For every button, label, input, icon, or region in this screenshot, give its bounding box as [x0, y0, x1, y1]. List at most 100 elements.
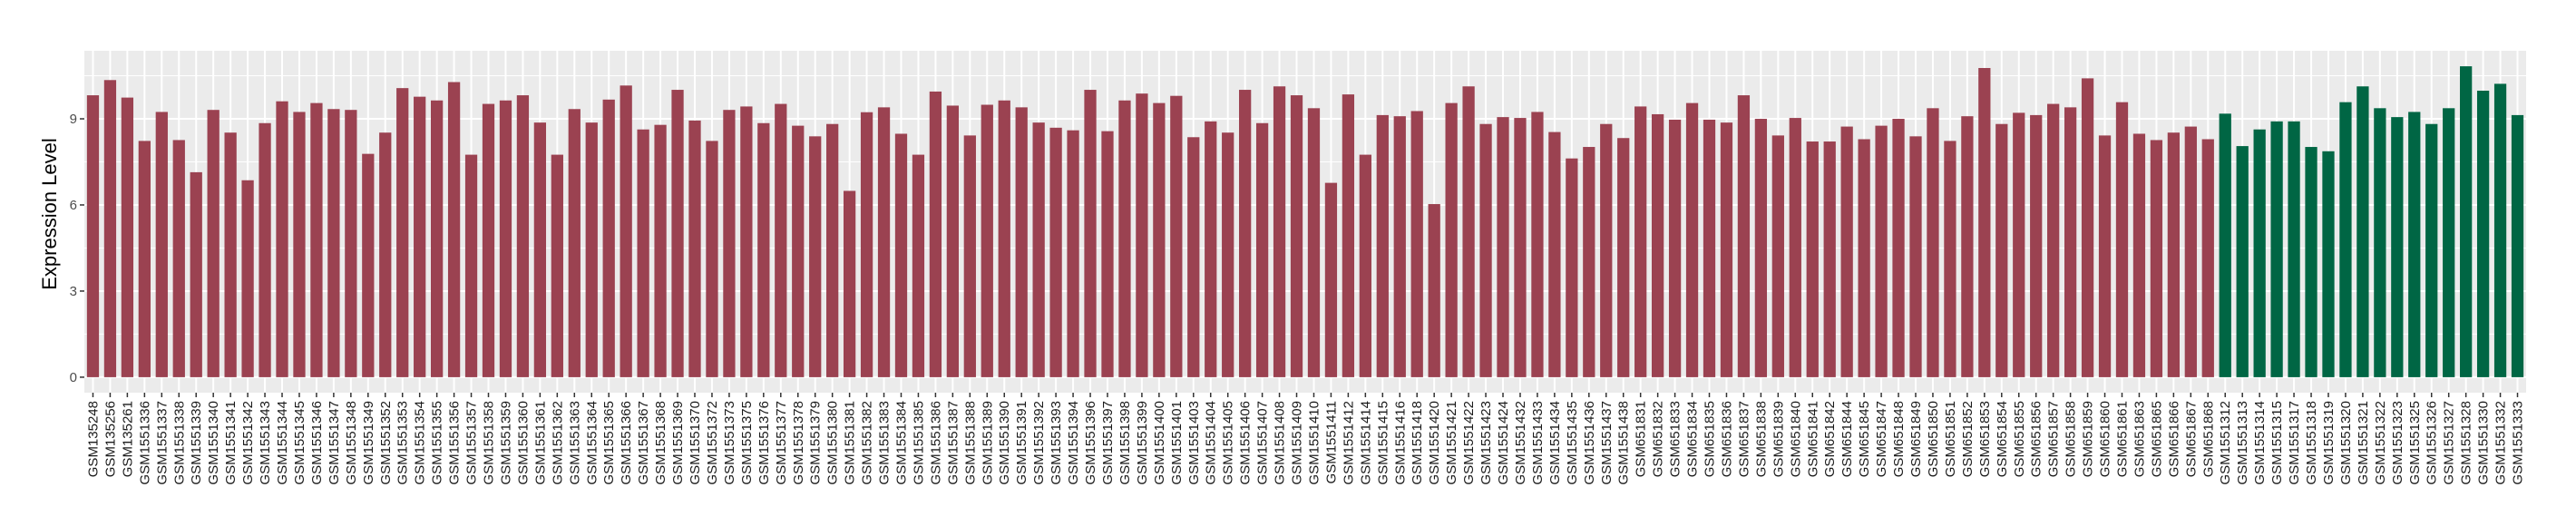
bar	[1892, 119, 1905, 377]
bar	[430, 100, 444, 377]
bar	[792, 125, 805, 377]
bar	[414, 96, 426, 377]
x-tick-label: GSM1551437	[1599, 401, 1615, 485]
bar	[103, 80, 117, 377]
bar	[1410, 111, 1423, 377]
x-tick-label: GSM1551348	[344, 401, 359, 485]
x-tick-label: GSM1551383	[877, 401, 893, 485]
bar	[447, 82, 461, 377]
x-tick-label: GSM1551408	[1273, 401, 1288, 485]
bar	[1703, 119, 1716, 377]
x-tick-label: GSM1551333	[2511, 401, 2526, 485]
bar	[2493, 83, 2507, 377]
x-tick-label: GSM1551401	[1169, 401, 1185, 485]
x-tick-label: GSM1551388	[962, 401, 978, 485]
bar	[86, 95, 100, 377]
x-tick-label: GSM1551394	[1066, 401, 1081, 485]
x-tick-label: GSM651835	[1703, 401, 1718, 477]
x-tick-label: GSM1551322	[2373, 401, 2388, 485]
x-tick-label: GSM1551361	[532, 401, 548, 485]
bar	[2443, 108, 2455, 377]
y-tick-label: 3	[70, 284, 77, 299]
x-tick-label: GSM1551377	[774, 401, 789, 485]
bar	[1995, 123, 2008, 377]
x-tick-label: GSM651845	[1857, 401, 1872, 477]
x-tick-label: GSM1551336	[137, 401, 152, 485]
x-tick-label: GSM1551354	[413, 401, 428, 485]
x-tick-label: GSM1551409	[1290, 401, 1305, 485]
x-tick-label: GSM651859	[2081, 401, 2096, 477]
bar	[1393, 116, 1406, 377]
x-tick-label: GSM1551330	[2476, 401, 2492, 485]
x-tick-label: GSM651863	[2132, 401, 2147, 477]
bar	[688, 120, 701, 377]
bar	[2476, 90, 2490, 377]
bar	[963, 135, 976, 377]
x-tick-label: GSM1551406	[1238, 401, 1254, 485]
y-tick-label: 6	[70, 198, 77, 213]
x-tick-label: GSM1551362	[550, 401, 565, 485]
bar	[155, 112, 168, 377]
x-tick-label: GSM651848	[1891, 401, 1907, 477]
y-tick-label: 9	[70, 112, 77, 127]
bar	[464, 154, 478, 377]
x-tick-label: GSM651858	[2064, 401, 2079, 477]
bars	[86, 66, 2524, 377]
bar	[1531, 112, 1544, 377]
x-tick-label: GSM651832	[1651, 401, 1666, 477]
x-tick-label: GSM1551378	[791, 401, 806, 485]
x-tick-label: GSM651855	[2012, 401, 2027, 477]
x-tick-label: GSM651833	[1668, 401, 1683, 477]
x-tick-label: GSM1551382	[860, 401, 875, 485]
bar	[843, 190, 856, 377]
x-tick-label: GSM1551357	[464, 401, 480, 485]
bar	[2511, 114, 2524, 377]
bar	[2047, 103, 2060, 377]
bar	[207, 110, 220, 377]
bar	[568, 109, 581, 377]
x-tick-label: GSM1551341	[223, 401, 239, 485]
bar	[929, 91, 942, 377]
bar	[1067, 130, 1079, 377]
bar	[1153, 102, 1166, 377]
x-tick-label: GSM651857	[2046, 401, 2062, 477]
x-tick-label: GSM651851	[1943, 401, 1958, 477]
x-tick-label: GSM651865	[2149, 401, 2164, 477]
bar	[482, 103, 495, 377]
x-tick-label: GSM1551423	[1478, 401, 1494, 485]
bar	[1875, 125, 1888, 377]
x-tick-label: GSM1551353	[395, 401, 411, 485]
bar	[2132, 133, 2146, 377]
x-tick-label: GSM1551321	[2356, 401, 2371, 485]
x-tick-label: GSM1551364	[584, 401, 600, 485]
bar	[2184, 126, 2197, 377]
bar	[121, 97, 134, 377]
bar	[2305, 147, 2317, 377]
bar	[1548, 132, 1561, 377]
bar	[1307, 108, 1321, 377]
x-tick-label: GSM651842	[1822, 401, 1838, 477]
bar	[809, 136, 822, 377]
x-tick-label: GSM1551390	[997, 401, 1012, 485]
x-axis: GSM135248 GSM135256 GSM135261 GSM1551336 GSM…	[85, 393, 2526, 485]
bar	[190, 171, 202, 377]
bar	[1858, 139, 1870, 377]
x-tick-label: GSM651866	[2166, 401, 2181, 477]
bar	[259, 122, 271, 377]
x-tick-label: GSM1551340	[206, 401, 221, 485]
x-tick-label: GSM1551379	[808, 401, 824, 485]
bar	[1806, 141, 1819, 377]
bar	[860, 112, 873, 377]
x-tick-label: GSM1551391	[1014, 401, 1029, 485]
x-tick-label: GSM1551366	[619, 401, 634, 485]
bar	[671, 90, 684, 377]
x-tick-label: GSM1551343	[258, 401, 273, 485]
bar	[362, 153, 375, 377]
x-tick-label: GSM651852	[1960, 401, 1976, 477]
x-tick-label: GSM1551381	[843, 401, 858, 485]
bar	[1566, 158, 1578, 377]
bar	[740, 106, 753, 377]
bar	[637, 129, 649, 377]
bar	[602, 99, 615, 377]
x-tick-label: GSM1551420	[1427, 401, 1442, 485]
